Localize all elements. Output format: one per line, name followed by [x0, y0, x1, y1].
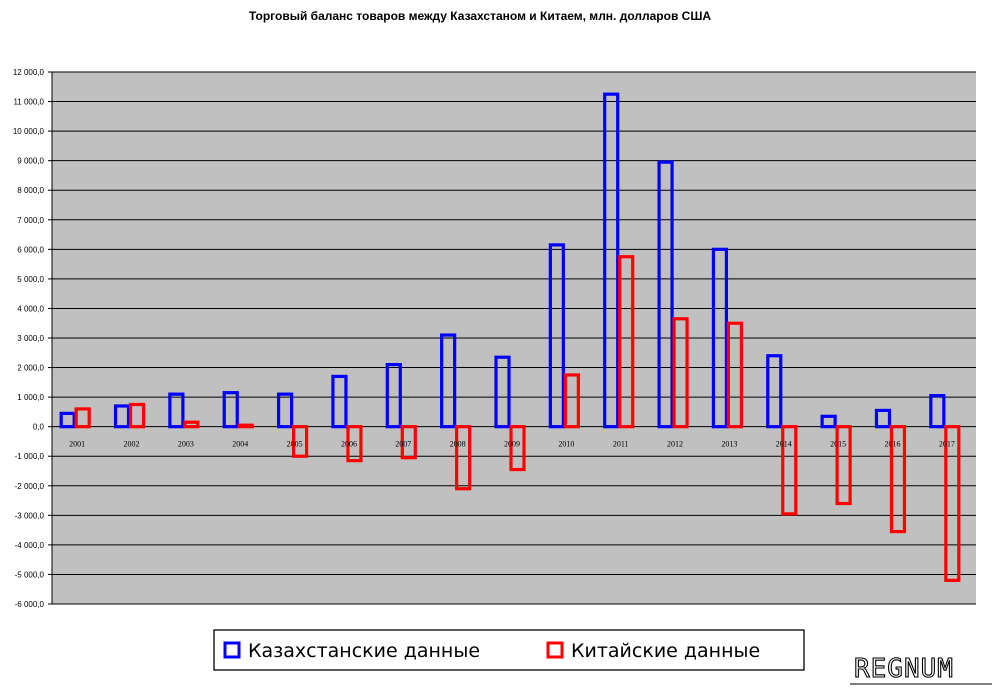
bar-kazakhstan-2006	[331, 374, 348, 429]
y-tick-label: 1 000,0	[17, 393, 44, 402]
legend-swatch-kazakhstan	[223, 641, 241, 659]
bar-kazakhstan-2009	[494, 355, 511, 429]
x-tick-label: 2016	[884, 440, 900, 449]
y-tick-label: 9 000,0	[17, 157, 44, 166]
bar-china-2007	[400, 425, 417, 460]
bar-kazakhstan-2004	[222, 391, 239, 429]
chart-title: Торговый баланс товаров между Казахстано…	[249, 9, 711, 23]
bar-kazakhstan-2008	[440, 333, 457, 429]
x-tick-label: 2004	[232, 440, 248, 449]
bar-kazakhstan-2014	[766, 354, 783, 429]
y-tick-label: 12 000,0	[13, 68, 45, 77]
x-tick-label: 2001	[69, 440, 85, 449]
x-tick-label: 2012	[667, 440, 683, 449]
x-tick-label: 2008	[450, 440, 466, 449]
y-tick-label: 5 000,0	[17, 275, 44, 284]
bar-china-2015	[835, 425, 852, 506]
y-axis: 12 000,0 11 000,0 10 000,0 9 000,0 8 000,0 7 …	[13, 68, 45, 609]
y-tick-label: -1 000,0	[15, 452, 45, 461]
bar-kazakhstan-2015	[820, 414, 837, 429]
x-tick-label: 2014	[776, 440, 792, 449]
y-tick-label: -2 000,0	[15, 482, 45, 491]
bars	[59, 92, 961, 582]
regnum-logo: REGNUM	[850, 653, 992, 685]
y-tick-label: -5 000,0	[15, 570, 45, 579]
bar-kazakhstan-2010	[548, 243, 565, 429]
bar-china-2014	[781, 425, 798, 516]
y-tick-label: -3 000,0	[15, 511, 45, 520]
bar-kazakhstan-2013	[711, 247, 729, 429]
legend-box	[213, 629, 805, 671]
y-tick-label: 7 000,0	[17, 216, 44, 225]
x-tick-label: 2006	[341, 440, 357, 449]
bar-kazakhstan-2016	[874, 408, 892, 429]
legend-label-china: Китайские данные	[571, 640, 760, 662]
y-tick-label: 10 000,0	[13, 127, 45, 136]
y-tick-label: 2 000,0	[17, 364, 44, 373]
bar-china-2002	[128, 402, 146, 429]
bar-china-2011	[618, 255, 635, 429]
bar-china-2012	[672, 317, 689, 429]
watermark-text: REGNUM	[854, 654, 954, 684]
bar-china-2004	[237, 423, 254, 429]
bar-kazakhstan-2003	[168, 392, 185, 429]
bar-china-2010	[563, 373, 580, 429]
legend: Казахстанские данные Китайские данные	[213, 629, 805, 671]
y-tick-label: -4 000,0	[15, 541, 45, 550]
x-tick-label: 2017	[939, 440, 955, 449]
x-tick-label: 2011	[613, 440, 629, 449]
x-tick-label: 2005	[287, 440, 303, 449]
x-tick-label: 2007	[395, 440, 411, 449]
bar-china-2006	[346, 425, 363, 463]
legend-swatch-china	[546, 641, 564, 659]
bar-china-2001	[74, 407, 91, 429]
bar-kazakhstan-2007	[385, 363, 402, 429]
x-tick-label: 2002	[124, 440, 140, 449]
y-tick-label: 6 000,0	[17, 245, 44, 254]
bar-kazakhstan-2012	[657, 160, 674, 429]
x-tick-label: 2010	[558, 440, 574, 449]
x-axis: 2001 2002 2003 2004 2005 2006 2007 2008 2009 2010…	[69, 440, 955, 449]
bar-china-2003	[183, 420, 200, 429]
y-tick-label: 4 000,0	[17, 304, 44, 313]
bar-kazakhstan-2017	[929, 394, 946, 429]
y-tick-label: 8 000,0	[17, 186, 44, 195]
bar-kazakhstan-2011	[603, 92, 620, 429]
legend-label-kazakhstan: Казахстанские данные	[248, 640, 480, 662]
bar-china-2008	[455, 425, 472, 491]
bar-china-2013	[726, 321, 744, 429]
x-tick-label: 2013	[721, 440, 737, 449]
y-tick-label: -6 000,0	[15, 600, 45, 609]
x-tick-label: 2015	[830, 440, 846, 449]
bar-china-2009	[509, 425, 526, 472]
x-tick-label: 2003	[178, 440, 194, 449]
bar-kazakhstan-2001	[59, 411, 76, 429]
bar-kazakhstan-2002	[113, 404, 131, 429]
bar-china-2005	[291, 425, 309, 458]
gridlines	[48, 71, 976, 605]
bar-china-2016	[889, 425, 907, 534]
y-tick-label: 0,0	[33, 423, 45, 432]
bar-kazakhstan-2005	[276, 392, 294, 429]
y-tick-label: 11 000,0	[13, 98, 44, 107]
x-tick-label: 2009	[504, 440, 520, 449]
y-tick-label: 3 000,0	[17, 334, 44, 343]
bar-china-2017	[944, 425, 961, 582]
